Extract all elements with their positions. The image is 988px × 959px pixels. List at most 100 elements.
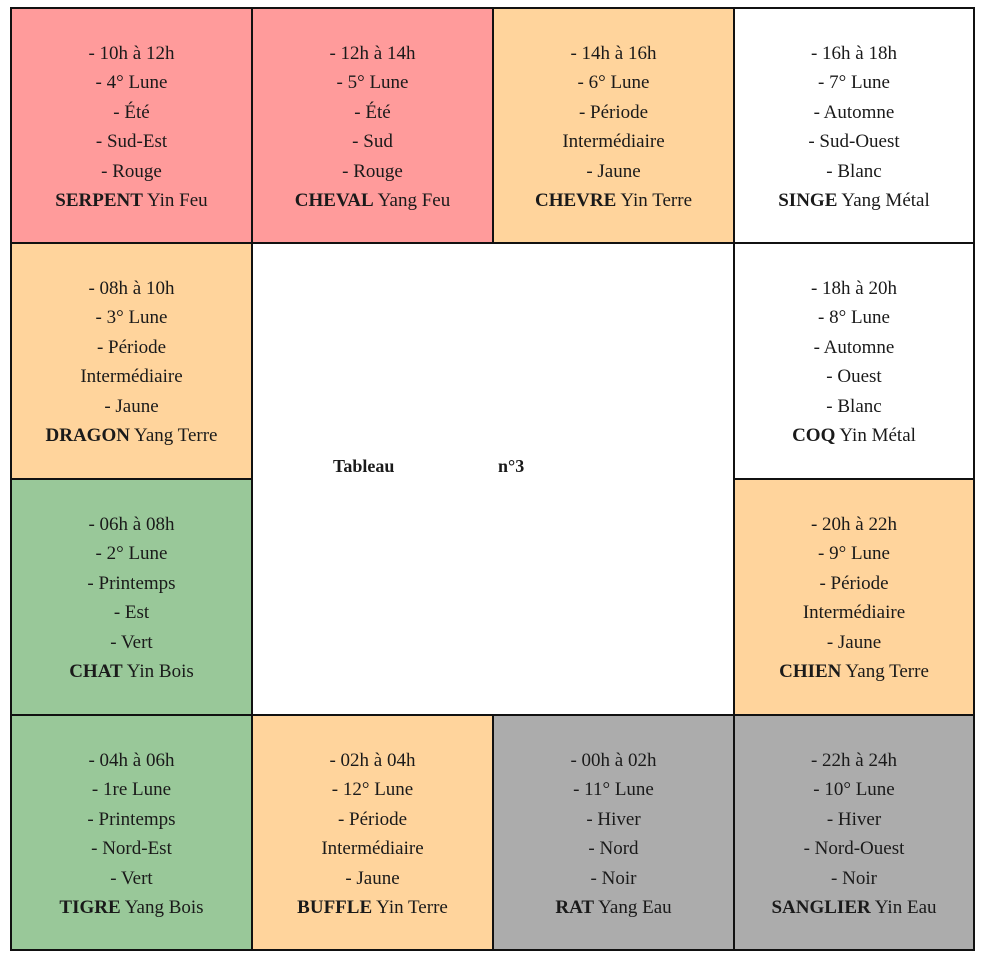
animal-name: TIGRE xyxy=(59,897,121,919)
cell-line: - Période xyxy=(337,808,408,830)
animal-name: SANGLIER xyxy=(771,897,871,919)
cell-line: - 5° Lune xyxy=(336,72,409,94)
cell-line: - 20h à 22h xyxy=(810,514,897,535)
animal-element: Yang Terre xyxy=(129,425,218,447)
cell-line: - Nord xyxy=(588,838,639,860)
cell-sign: BUFFLE Yin Terre xyxy=(297,893,448,922)
cell-chevre: - 14h à 16h - 6° Lune - Période Interméd… xyxy=(494,9,735,244)
animal-element: Yin Terre xyxy=(372,897,448,919)
cell-line: - Blanc xyxy=(826,395,882,417)
zodiac-table: - 10h à 12h - 4° Lune - Été - Sud-Est - … xyxy=(10,7,975,951)
animal-element: Yang Eau xyxy=(594,897,672,919)
cell-line: - 08h à 10h xyxy=(88,278,175,299)
cell-line: - 02h à 04h xyxy=(329,750,416,771)
cell-line: Intermédiaire xyxy=(802,602,906,624)
cell-line: - Jaune xyxy=(586,160,641,182)
animal-element: Yang Terre xyxy=(841,661,929,683)
cell-serpent: - 10h à 12h - 4° Lune - Été - Sud-Est - … xyxy=(12,9,253,244)
animal-name: CHAT xyxy=(69,661,123,683)
cell-line: - Automne xyxy=(813,101,895,123)
animal-name: CHEVAL xyxy=(294,190,374,212)
animal-name: COQ xyxy=(792,425,836,447)
cell-line: - 3° Lune xyxy=(95,307,168,329)
cell-sign: SERPENT Yin Feu xyxy=(55,186,207,215)
cell-buffle: - 02h à 04h - 12° Lune - Période Intermé… xyxy=(253,716,494,949)
cell-coq: - 18h à 20h - 8° Lune - Automne - Ouest … xyxy=(735,244,973,480)
cell-sign: CHAT Yin Bois xyxy=(69,657,194,686)
cell-line: - 10° Lune xyxy=(813,779,895,801)
cell-line: - 18h à 20h xyxy=(810,278,897,299)
center-area: Tableau n°3 xyxy=(253,244,735,716)
cell-sign: COQ Yin Métal xyxy=(792,421,916,450)
cell-line: - Sud xyxy=(352,131,393,153)
cell-line: - 12h à 14h xyxy=(329,43,416,64)
animal-name: CHIEN xyxy=(779,661,842,683)
cell-line: - 22h à 24h xyxy=(810,750,897,771)
cell-line: - Sud-Est xyxy=(95,131,168,153)
cell-singe: - 16h à 18h - 7° Lune - Automne - Sud-Ou… xyxy=(735,9,973,244)
cell-line: - 16h à 18h xyxy=(810,43,897,64)
animal-element: Yang Bois xyxy=(120,897,204,919)
cell-line: - 00h à 02h xyxy=(570,750,657,771)
cell-sign: CHIEN Yang Terre xyxy=(779,657,929,686)
cell-line: - Été xyxy=(354,101,391,123)
cell-sign: CHEVAL Yang Feu xyxy=(295,186,450,215)
cell-line: Intermédiaire xyxy=(321,838,424,860)
cell-line: Intermédiaire xyxy=(562,131,665,153)
animal-element: Yang Feu xyxy=(373,190,451,212)
animal-name: SERPENT xyxy=(55,190,143,212)
cell-sign: TIGRE Yang Bois xyxy=(59,893,203,922)
cell-sign: SANGLIER Yin Eau xyxy=(771,893,936,922)
cell-line: - 9° Lune xyxy=(818,543,890,565)
cell-sign: CHEVRE Yin Terre xyxy=(535,186,692,215)
cell-line: - Hiver xyxy=(826,808,882,830)
cell-line: - 04h à 06h xyxy=(88,750,175,771)
cell-line: - 7° Lune xyxy=(818,72,890,94)
cell-line: - Printemps xyxy=(87,572,176,594)
cell-line: - 1re Lune xyxy=(91,779,172,801)
cell-sanglier: - 22h à 24h - 10° Lune - Hiver - Nord-Ou… xyxy=(735,716,973,949)
cell-rat: - 00h à 02h - 11° Lune - Hiver - Nord - … xyxy=(494,716,735,949)
cell-line: - Noir xyxy=(590,867,637,889)
cell-line: - Printemps xyxy=(87,808,176,830)
cell-line: - Est xyxy=(113,602,150,624)
cell-line: - 10h à 12h xyxy=(88,43,175,64)
cell-line: - 6° Lune xyxy=(577,72,650,94)
cell-dragon: - 08h à 10h - 3° Lune - Période Interméd… xyxy=(12,244,253,480)
cell-line: - 12° Lune xyxy=(331,779,414,801)
cell-cheval: - 12h à 14h - 5° Lune - Été - Sud - Roug… xyxy=(253,9,494,244)
cell-sign: SINGE Yang Métal xyxy=(778,186,930,215)
cell-line: - Vert xyxy=(110,631,153,653)
cell-line: - Hiver xyxy=(586,808,641,830)
cell-line: - Sud-Ouest xyxy=(808,131,900,153)
animal-element: Yin Bois xyxy=(122,661,194,683)
cell-chien: - 20h à 22h - 9° Lune - Période Interméd… xyxy=(735,480,973,716)
cell-line: - Été xyxy=(113,101,150,123)
cell-line: - Blanc xyxy=(826,160,882,182)
cell-tigre: - 04h à 06h - 1re Lune - Printemps - Nor… xyxy=(12,716,253,949)
cell-line: - 14h à 16h xyxy=(570,43,657,64)
animal-element: Yang Métal xyxy=(837,190,930,212)
cell-line: - Jaune xyxy=(826,631,882,653)
cell-line: - 4° Lune xyxy=(95,72,168,94)
animal-name: CHEVRE xyxy=(535,190,617,212)
cell-chat: - 06h à 08h - 2° Lune - Printemps - Est … xyxy=(12,480,253,716)
animal-element: Yin Terre xyxy=(616,190,692,212)
cell-line: - 8° Lune xyxy=(818,307,890,329)
cell-line: - Nord-Ouest xyxy=(803,838,905,860)
cell-line: - Nord-Est xyxy=(91,838,172,860)
cell-line: - Jaune xyxy=(345,867,400,889)
cell-line: - Période xyxy=(96,336,167,358)
table-number: n°3 xyxy=(498,456,525,476)
animal-element: Yin Feu xyxy=(142,190,208,212)
animal-name: BUFFLE xyxy=(297,897,373,919)
cell-line: - Ouest xyxy=(826,366,882,388)
cell-line: - 2° Lune xyxy=(95,543,168,565)
cell-line: - Vert xyxy=(110,867,153,889)
animal-name: RAT xyxy=(555,897,595,919)
cell-line: - Jaune xyxy=(104,395,159,417)
cell-sign: DRAGON Yang Terre xyxy=(46,421,218,450)
animal-element: Yin Eau xyxy=(870,897,937,919)
cell-line: - Noir xyxy=(831,867,877,889)
cell-line: - 11° Lune xyxy=(573,779,654,801)
